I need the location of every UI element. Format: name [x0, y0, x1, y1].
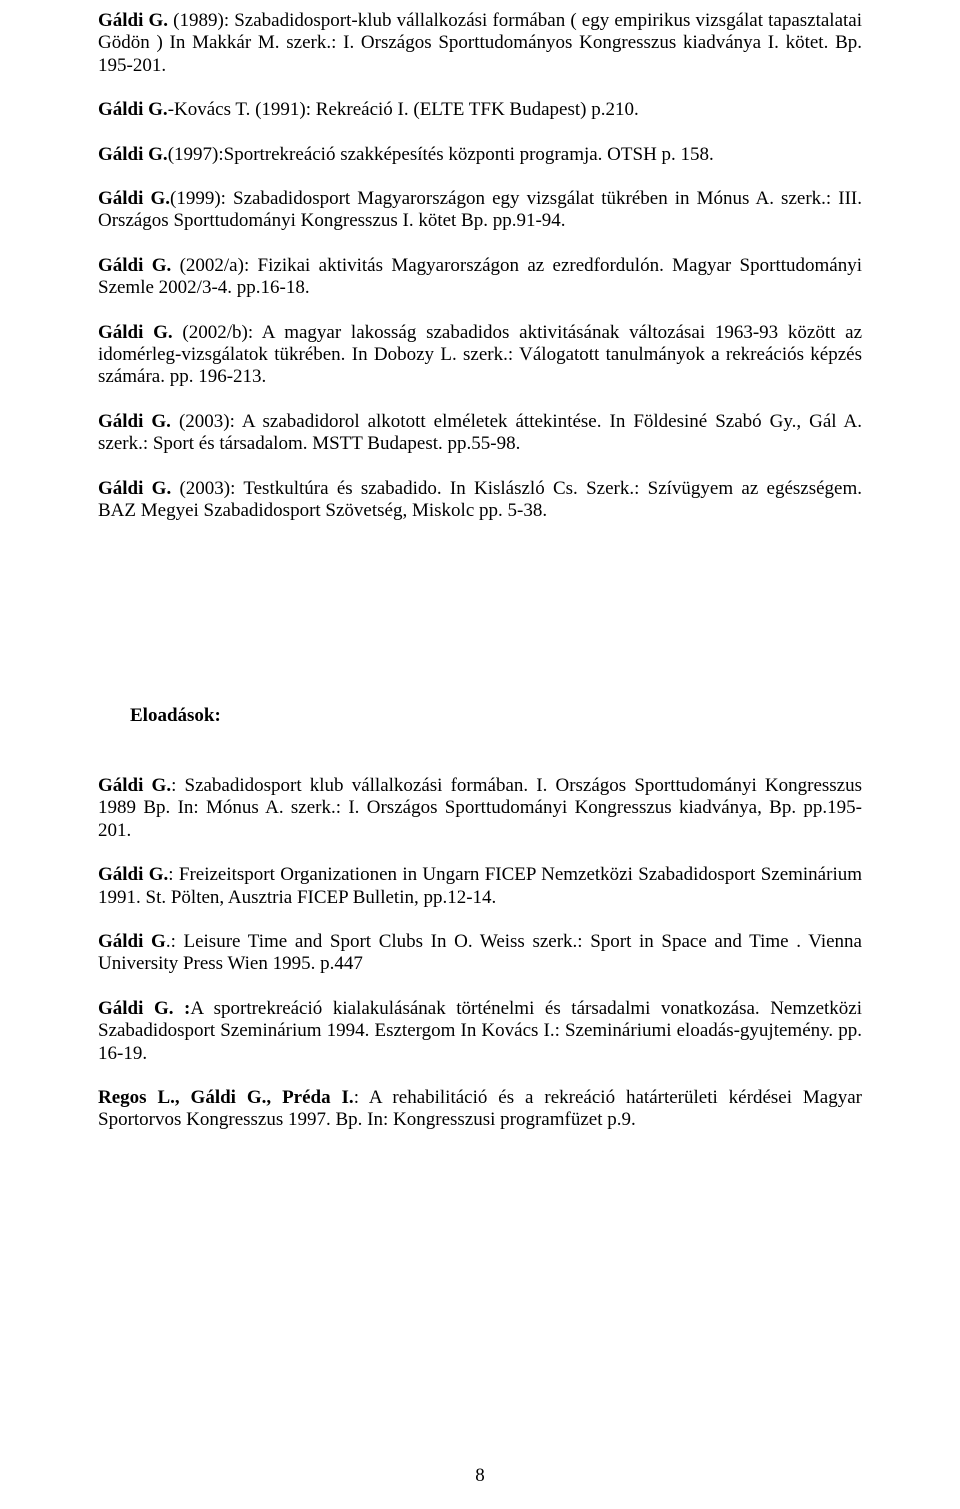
- reference-entry: Gáldi G.-Kovács T. (1991): Rekreáció I. …: [98, 99, 862, 121]
- reference-rest: (1989): Szabadidosport-klub vállalkozási…: [98, 10, 862, 76]
- reference-lead: Gáldi G.: [98, 188, 170, 209]
- reference-rest: (1999): Szabadidosport Magyarországon eg…: [98, 188, 862, 231]
- talk-rest: A sportrekreáció kialakulásának történel…: [98, 998, 862, 1064]
- reference-rest: (2002/b): A magyar lakosság szabadidos a…: [98, 322, 862, 388]
- section-gap: [98, 545, 862, 705]
- reference-rest: (2003): A szabadidorol alkotott elmélete…: [98, 411, 862, 454]
- talk-entry: Gáldi G.: Leisure Time and Sport Clubs I…: [98, 931, 862, 976]
- talk-entry: Gáldi G.: Freizeitsport Organizationen i…: [98, 864, 862, 909]
- reference-lead: Gáldi G.: [98, 10, 173, 31]
- reference-entry: Gáldi G. (1989): Szabadidosport-klub vál…: [98, 10, 862, 77]
- reference-lead: Gáldi G.: [98, 322, 182, 343]
- reference-lead: Gáldi G.: [98, 255, 180, 276]
- talk-lead: Regos L., Gáldi G., Préda I.: [98, 1087, 354, 1108]
- reference-entry: Gáldi G. (2002/b): A magyar lakosság sza…: [98, 322, 862, 389]
- page-container: Gáldi G. (1989): Szabadidosport-klub vál…: [0, 0, 960, 1509]
- talk-rest: .: Leisure Time and Sport Clubs In O. We…: [98, 931, 862, 974]
- reference-lead: Gáldi G.: [98, 478, 179, 499]
- reference-entry: Gáldi G.(1997):Sportrekreáció szakképesí…: [98, 144, 862, 166]
- page-number: 8: [0, 1465, 960, 1487]
- talk-entry: Regos L., Gáldi G., Préda I.: A rehabili…: [98, 1087, 862, 1132]
- reference-entry: Gáldi G. (2002/a): Fizikai aktivitás Mag…: [98, 255, 862, 300]
- reference-lead: Gáldi G.: [98, 144, 168, 165]
- talk-lead: Gáldi G.: [98, 775, 171, 796]
- talk-lead: Gáldi G.: [98, 864, 168, 885]
- talk-lead: Gáldi G. :: [98, 998, 190, 1019]
- section-heading-talks: Eloadások:: [98, 705, 862, 727]
- reference-rest: (1997):Sportrekreáció szakképesítés közp…: [168, 144, 714, 165]
- reference-rest: -Kovács T. (1991): Rekreáció I. (ELTE TF…: [168, 99, 639, 120]
- reference-lead: Gáldi G.: [98, 99, 168, 120]
- talk-lead: Gáldi G: [98, 931, 166, 952]
- reference-entry: Gáldi G.(1999): Szabadidosport Magyarors…: [98, 188, 862, 233]
- reference-entry: Gáldi G. (2003): Testkultúra és szabadid…: [98, 478, 862, 523]
- talk-rest: : Freizeitsport Organizationen in Ungarn…: [98, 864, 862, 907]
- reference-rest: (2002/a): Fizikai aktivitás Magyarország…: [98, 255, 862, 298]
- reference-entry: Gáldi G. (2003): A szabadidorol alkotott…: [98, 411, 862, 456]
- talk-rest: : Szabadidosport klub vállalkozási formá…: [98, 775, 862, 841]
- talk-entry: Gáldi G. :A sportrekreáció kialakulásána…: [98, 998, 862, 1065]
- talk-entry: Gáldi G.: Szabadidosport klub vállalkozá…: [98, 775, 862, 842]
- reference-rest: (2003): Testkultúra és szabadido. In Kis…: [98, 478, 862, 521]
- reference-lead: Gáldi G.: [98, 411, 179, 432]
